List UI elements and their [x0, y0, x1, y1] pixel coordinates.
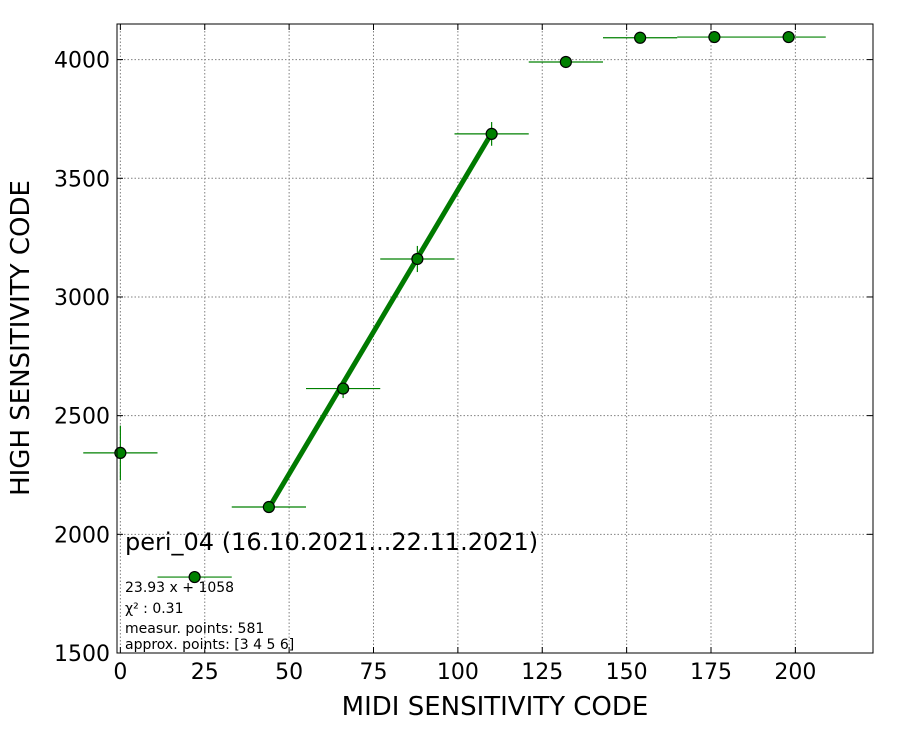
data-point — [114, 446, 127, 460]
data-point — [782, 30, 795, 44]
measurement-points: measur. points: 581 — [125, 621, 264, 637]
fit-layer — [266, 131, 494, 510]
error-bars — [83, 36, 826, 582]
chi-squared: χ² : 0.31 — [125, 601, 184, 617]
y-axis-label: HIGH SENSITIVITY CODE — [6, 180, 36, 496]
chart-title: peri_04 (16.10.2021...22.11.2021) — [125, 528, 538, 556]
data-point — [337, 382, 350, 395]
data-point — [708, 30, 721, 44]
x-tick-label: 150 — [606, 660, 648, 685]
x-tick-labels: 0 25 50 75 100 125 150 175 200 — [113, 660, 816, 685]
data-point — [634, 31, 647, 44]
grid — [117, 24, 873, 654]
ticks — [117, 24, 873, 654]
data-point — [188, 570, 201, 584]
plot-frame — [116, 23, 874, 654]
y-tick-label: 3000 — [54, 286, 110, 311]
x-tick-label: 125 — [521, 660, 563, 685]
x-tick-label: 50 — [275, 660, 303, 685]
fit-equation: 23.93 x + 1058 — [125, 580, 234, 596]
data-point — [559, 55, 572, 69]
y-tick-labels: 1500 2000 2500 3000 3500 4000 — [54, 49, 110, 667]
data-point — [411, 252, 424, 266]
data-point — [262, 500, 275, 514]
fit-line — [266, 131, 494, 510]
x-tick-label: 200 — [774, 660, 816, 685]
y-tick-label: 3500 — [54, 167, 110, 192]
data-point — [485, 127, 498, 140]
x-tick-label: 175 — [690, 660, 732, 685]
y-tick-label: 2500 — [54, 405, 110, 430]
x-tick-label: 100 — [437, 660, 479, 685]
data-points — [114, 30, 795, 584]
approx-points: approx. points: [3 4 5 6] — [125, 637, 294, 653]
x-tick-label: 0 — [113, 660, 127, 685]
x-tick-label: 25 — [191, 660, 219, 685]
x-axis-label: MIDI SENSITIVITY CODE — [342, 692, 649, 722]
y-tick-label: 4000 — [54, 49, 110, 74]
y-tick-label: 2000 — [54, 523, 110, 548]
y-tick-label: 1500 — [54, 642, 110, 667]
x-tick-label: 75 — [360, 660, 388, 685]
